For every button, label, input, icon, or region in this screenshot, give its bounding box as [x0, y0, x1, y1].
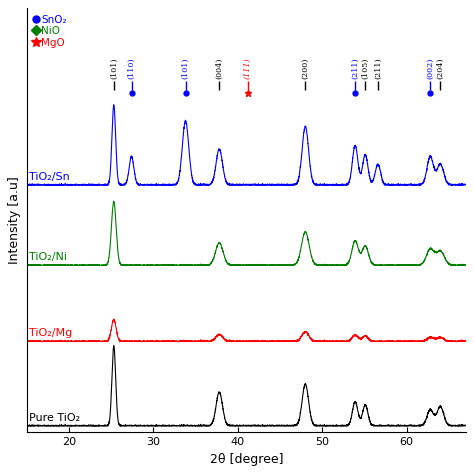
Text: (211): (211) [374, 57, 382, 79]
Text: (004): (004) [215, 57, 223, 79]
Text: (200): (200) [301, 57, 310, 79]
Text: (110): (110) [128, 57, 136, 79]
Text: TiO₂/Mg: TiO₂/Mg [29, 328, 73, 338]
Legend: SnO₂, NiO, MgO: SnO₂, NiO, MgO [32, 14, 68, 49]
Text: TiO₂/Ni: TiO₂/Ni [29, 252, 67, 262]
Text: (105): (105) [361, 57, 369, 79]
Text: (101): (101) [110, 57, 118, 79]
Text: (101): (101) [182, 57, 190, 79]
Text: (002): (002) [426, 57, 434, 79]
Y-axis label: Intensity [a.u]: Intensity [a.u] [9, 176, 21, 264]
Text: (204): (204) [437, 57, 444, 79]
Text: TiO₂/Sn: TiO₂/Sn [29, 172, 70, 182]
Text: Pure TiO₂: Pure TiO₂ [29, 412, 81, 423]
X-axis label: 2θ [degree]: 2θ [degree] [210, 453, 283, 465]
Text: (211): (211) [351, 57, 359, 79]
Text: (111): (111) [244, 57, 252, 79]
